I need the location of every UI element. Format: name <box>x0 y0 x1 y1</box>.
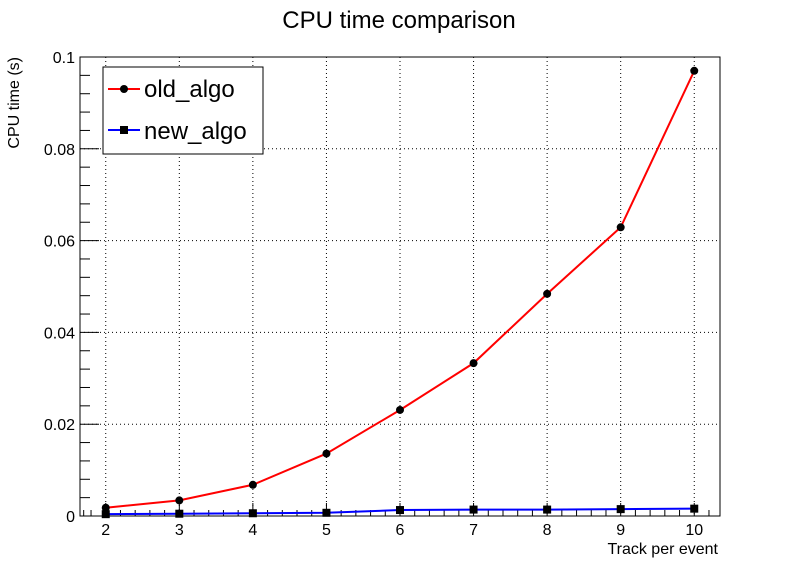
data-point-new-algo <box>616 505 625 514</box>
legend-marker-new-algo <box>120 126 128 134</box>
data-point-old-algo <box>543 289 552 298</box>
data-point-old-algo <box>322 449 331 458</box>
x-tick-label: 4 <box>248 522 257 539</box>
series-lines <box>101 66 699 519</box>
data-point-new-algo <box>469 505 478 514</box>
data-point-old-algo <box>690 66 699 75</box>
legend-label-new-algo: new_algo <box>144 118 247 145</box>
y-tick-label: 0.1 <box>53 50 75 67</box>
data-point-old-algo <box>469 359 478 368</box>
data-point-old-algo <box>101 503 110 512</box>
x-tick-label: 3 <box>175 522 184 539</box>
y-axis-label: CPU time (s) <box>6 57 23 149</box>
data-point-new-algo <box>543 505 552 514</box>
x-tick-label: 7 <box>469 522 478 539</box>
x-tick-label: 9 <box>616 522 625 539</box>
legend-marker-old-algo <box>120 85 128 93</box>
y-tick-label: 0.04 <box>44 325 75 342</box>
data-point-old-algo <box>175 496 184 505</box>
x-tick-label: 10 <box>685 522 703 539</box>
data-point-old-algo <box>616 223 625 232</box>
x-tick-label: 8 <box>543 522 552 539</box>
data-point-old-algo <box>396 405 404 414</box>
data-point-new-algo <box>690 504 699 513</box>
y-tick-label: 0.06 <box>44 234 75 251</box>
data-point-old-algo <box>248 480 257 489</box>
y-tick-label: 0 <box>66 509 75 526</box>
x-tick-label: 5 <box>322 522 331 539</box>
y-tick-label: 0.08 <box>44 142 75 159</box>
data-point-new-algo <box>248 509 257 518</box>
data-point-new-algo <box>322 508 331 517</box>
data-point-new-algo <box>101 510 110 519</box>
data-point-new-algo <box>396 506 404 515</box>
legend: old_algo new_algo <box>102 66 264 155</box>
chart-title: CPU time comparison <box>282 7 515 34</box>
x-tick-label: 6 <box>396 522 405 539</box>
x-axis-label: Track per event <box>607 541 718 558</box>
legend-box <box>102 66 264 155</box>
y-tick-label: 0.02 <box>44 417 75 434</box>
legend-label-old-algo: old_algo <box>144 76 235 103</box>
x-tick-label: 2 <box>101 522 110 539</box>
data-point-new-algo <box>175 509 184 518</box>
